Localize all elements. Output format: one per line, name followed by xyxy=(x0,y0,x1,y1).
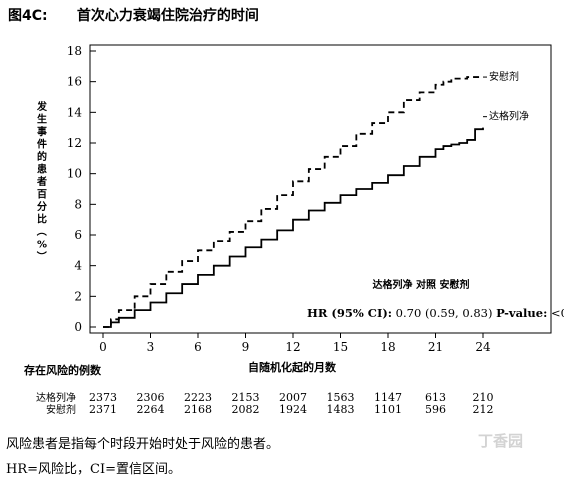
risk-cell: 2371 xyxy=(89,403,117,416)
risk-cell: 2007 xyxy=(279,391,307,404)
x-tick-label: 24 xyxy=(475,340,491,354)
annotation-group: 达格列净 对照 安慰剂 HR (95% CI): 0.70 (0.59, 0.83… xyxy=(307,278,564,320)
risk-cell: 212 xyxy=(473,403,494,416)
risk-cell: 1147 xyxy=(374,391,402,404)
footnote-abbrev: HR=风险比，CI=置信区间。 xyxy=(6,462,181,477)
risk-cell: 2373 xyxy=(89,391,117,404)
axes xyxy=(89,44,552,334)
y-axis-label-char: 百 xyxy=(37,189,47,201)
y-tick-label: 6 xyxy=(74,228,82,242)
y-tick-label: 14 xyxy=(67,105,83,119)
x-tick-label: 12 xyxy=(285,340,300,354)
y-axis-label-char: % xyxy=(37,240,47,251)
series-line-placebo xyxy=(103,76,483,328)
risk-cell: 2306 xyxy=(137,391,165,404)
y-axis-label-char: 者 xyxy=(36,175,47,188)
figure-title: 图4C: 首次心力衰竭住院治疗的时间 xyxy=(8,5,259,25)
y-axis-label-char: 事 xyxy=(37,125,47,138)
risk-row-label: 安慰剂 xyxy=(46,403,76,416)
y-tick-label: 18 xyxy=(67,44,82,58)
y-tick-label: 2 xyxy=(74,289,82,303)
y-tick-label: 8 xyxy=(74,197,82,211)
y-axis-label-char: ） xyxy=(35,251,48,261)
comparison-label: 达格列净 对照 安慰剂 xyxy=(373,278,470,291)
y-tick-label: 4 xyxy=(74,259,82,273)
risk-cell: 1101 xyxy=(374,403,402,416)
x-tick-label: 0 xyxy=(99,340,107,354)
y-tick-label: 10 xyxy=(67,167,82,181)
risk-cell: 2153 xyxy=(232,391,260,404)
y-tick-label: 12 xyxy=(67,136,82,150)
series-label: 安慰剂 xyxy=(489,70,519,83)
x-tick-label: 18 xyxy=(380,340,395,354)
risk-cell: 596 xyxy=(425,403,446,416)
plot-frame xyxy=(89,44,552,334)
y-axis-label-char: 发 xyxy=(36,100,48,113)
x-tick-label: 21 xyxy=(428,340,443,354)
y-tick-label: 0 xyxy=(74,320,82,334)
risk-table-title: 存在风险的例数 xyxy=(24,363,102,377)
risk-cell: 2223 xyxy=(184,391,212,404)
y-axis-label-char: 患 xyxy=(37,163,47,176)
y-axis-label-char: 件 xyxy=(37,138,47,151)
risk-cell: 1563 xyxy=(327,391,355,404)
series-label: 达格列净 xyxy=(489,110,529,123)
risk-row-label: 达格列净 xyxy=(36,391,76,404)
hr-annotation: HR (95% CI): 0.70 (0.59, 0.83) P-value: … xyxy=(307,306,564,320)
risk-cell: 1483 xyxy=(327,403,355,416)
y-axis-label-char: 的 xyxy=(37,150,47,163)
y-tick-label: 16 xyxy=(67,75,82,89)
y-axis-label-char: 分 xyxy=(37,200,47,213)
risk-cell: 2168 xyxy=(184,403,212,416)
y-axis-label-char: （ xyxy=(35,226,48,236)
risk-cell: 210 xyxy=(473,391,494,404)
x-tick-label: 9 xyxy=(242,340,250,354)
x-tick-label: 15 xyxy=(333,340,348,354)
x-tick-label: 3 xyxy=(147,340,155,354)
watermark-logo: 丁香园 xyxy=(478,432,524,450)
x-axis-label: 自随机化起的月数 xyxy=(248,360,337,374)
footnote-at-risk: 风险患者是指每个时段开始时处于风险的患者。 xyxy=(6,437,280,452)
risk-cell: 2264 xyxy=(137,403,165,416)
y-axis-label-char: 比 xyxy=(37,213,47,226)
risk-cell: 2082 xyxy=(232,403,260,416)
y-axis-label-char: 生 xyxy=(37,113,47,126)
risk-cell: 613 xyxy=(425,391,446,404)
risk-cell: 1924 xyxy=(279,403,307,416)
x-tick-label: 6 xyxy=(194,340,202,354)
figure-label: 图4C: xyxy=(8,8,48,24)
series-line-dapagliflozin xyxy=(103,127,484,328)
figure-title-text: 首次心力衰竭住院治疗的时间 xyxy=(76,8,259,24)
